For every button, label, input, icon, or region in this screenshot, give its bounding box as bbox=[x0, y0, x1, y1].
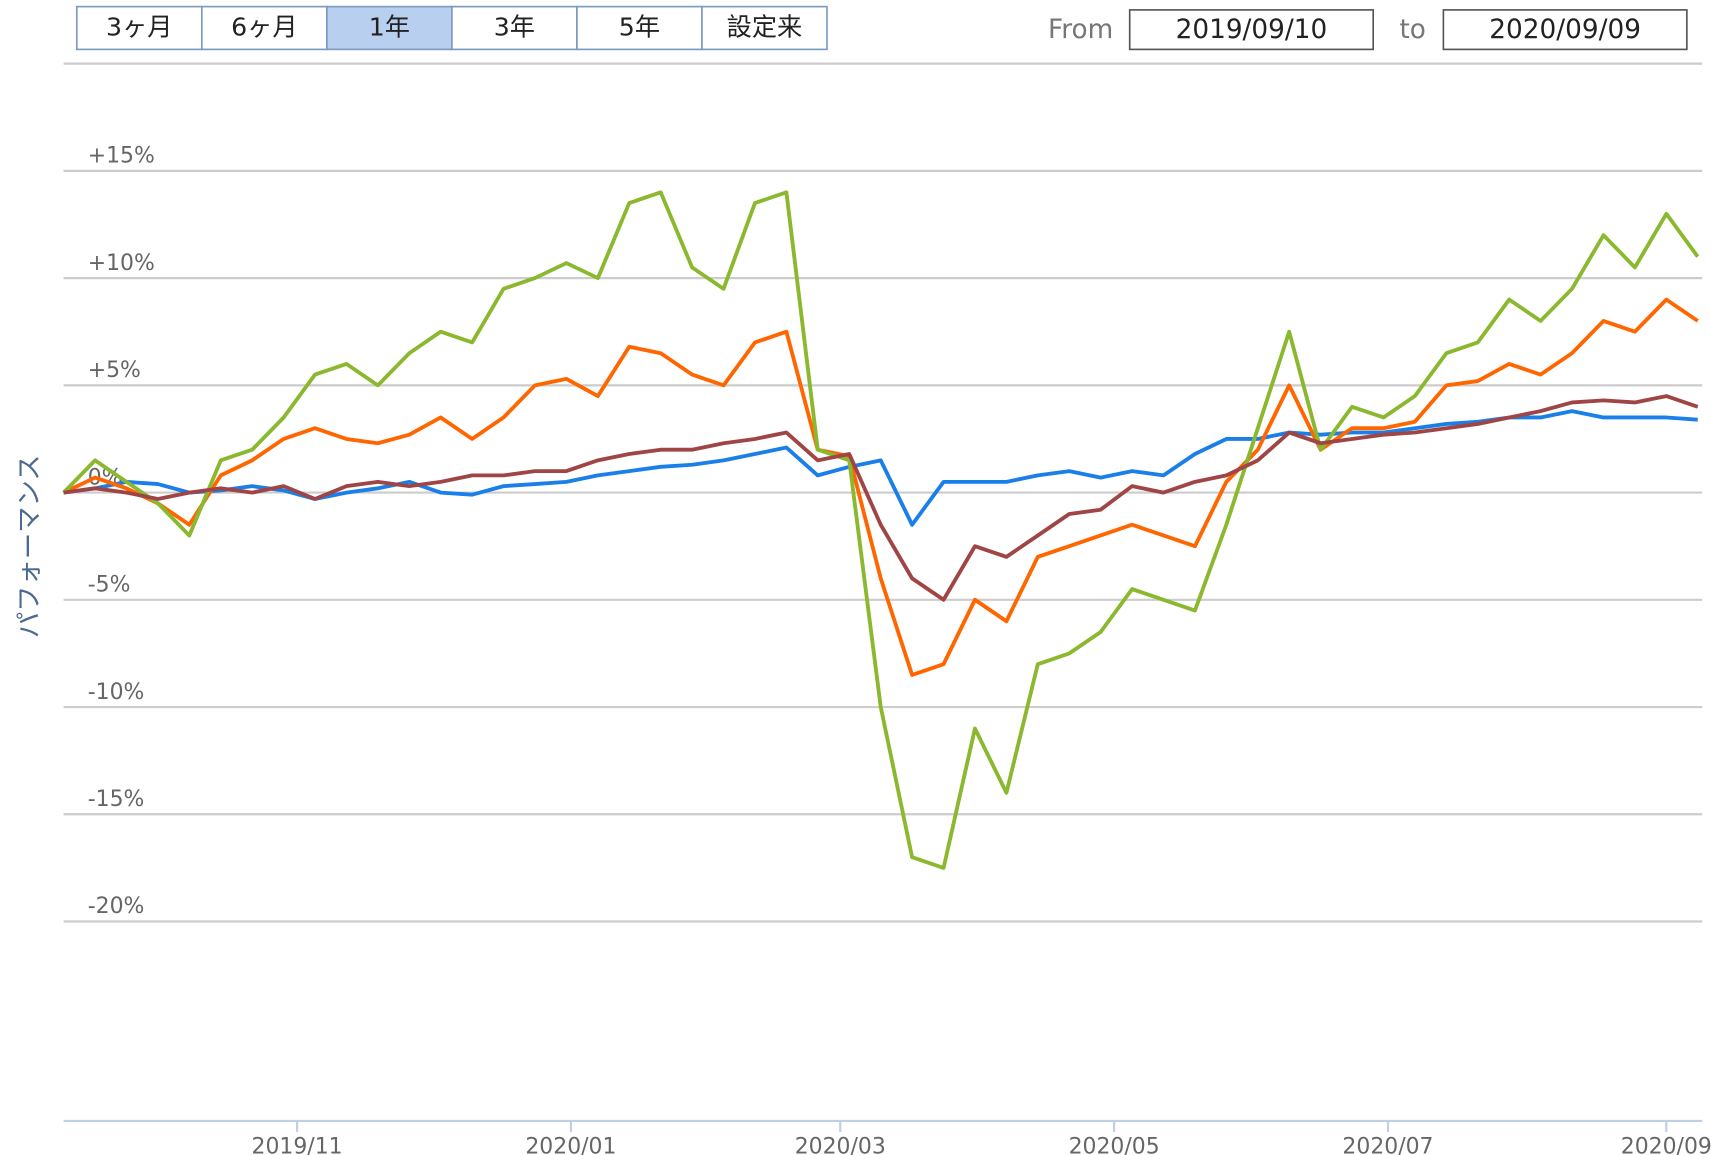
range-button[interactable] bbox=[75, 5, 203, 51]
y-tick-label: +15% bbox=[88, 144, 155, 169]
from-label: From bbox=[1048, 15, 1113, 45]
range-button-label: 5年 bbox=[619, 13, 660, 42]
y-tick-label: +5% bbox=[88, 358, 141, 383]
range-button[interactable] bbox=[326, 5, 453, 51]
range-button[interactable] bbox=[200, 5, 328, 51]
x-tick-label: 2019/11 bbox=[252, 1134, 343, 1155]
y-axis-title: パフォーマンス bbox=[15, 454, 45, 638]
y-tick-label: -20% bbox=[88, 894, 145, 919]
y-tick-label: -10% bbox=[88, 680, 145, 705]
range-button-label: 3ヶ月 bbox=[106, 13, 172, 42]
x-tick-label: 2020/09 bbox=[1621, 1134, 1711, 1155]
from-input[interactable] bbox=[1128, 9, 1375, 51]
from-date: 2019/09/10 bbox=[1176, 15, 1328, 45]
range-button-label: 設定来 bbox=[727, 13, 803, 42]
y-tick-label: +10% bbox=[88, 251, 155, 276]
range-button-label: 6ヶ月 bbox=[231, 13, 297, 42]
x-tick-label: 2020/05 bbox=[1069, 1134, 1160, 1155]
y-tick-label: -15% bbox=[88, 787, 145, 812]
to-label: to bbox=[1399, 15, 1425, 45]
range-button-label: 3年 bbox=[494, 13, 535, 42]
range-buttons: 3ヶ月 6ヶ月 1年 3年 5年 設定来 bbox=[75, 5, 828, 51]
series-line bbox=[63, 394, 1699, 602]
x-tick-label: 2020/07 bbox=[1342, 1134, 1433, 1155]
series-line bbox=[62, 190, 1700, 870]
range-button[interactable] bbox=[701, 5, 828, 51]
series-line bbox=[62, 297, 1699, 677]
to-input[interactable] bbox=[1442, 9, 1688, 51]
range-button-label: 1年 bbox=[369, 13, 410, 42]
to-date: 2020/09/09 bbox=[1489, 15, 1641, 45]
range-button[interactable] bbox=[576, 5, 703, 51]
x-tick-label: 2020/03 bbox=[795, 1134, 886, 1155]
x-tick-label: 2020/01 bbox=[525, 1134, 616, 1155]
y-tick-label: -5% bbox=[88, 573, 131, 598]
series-line bbox=[63, 409, 1698, 527]
